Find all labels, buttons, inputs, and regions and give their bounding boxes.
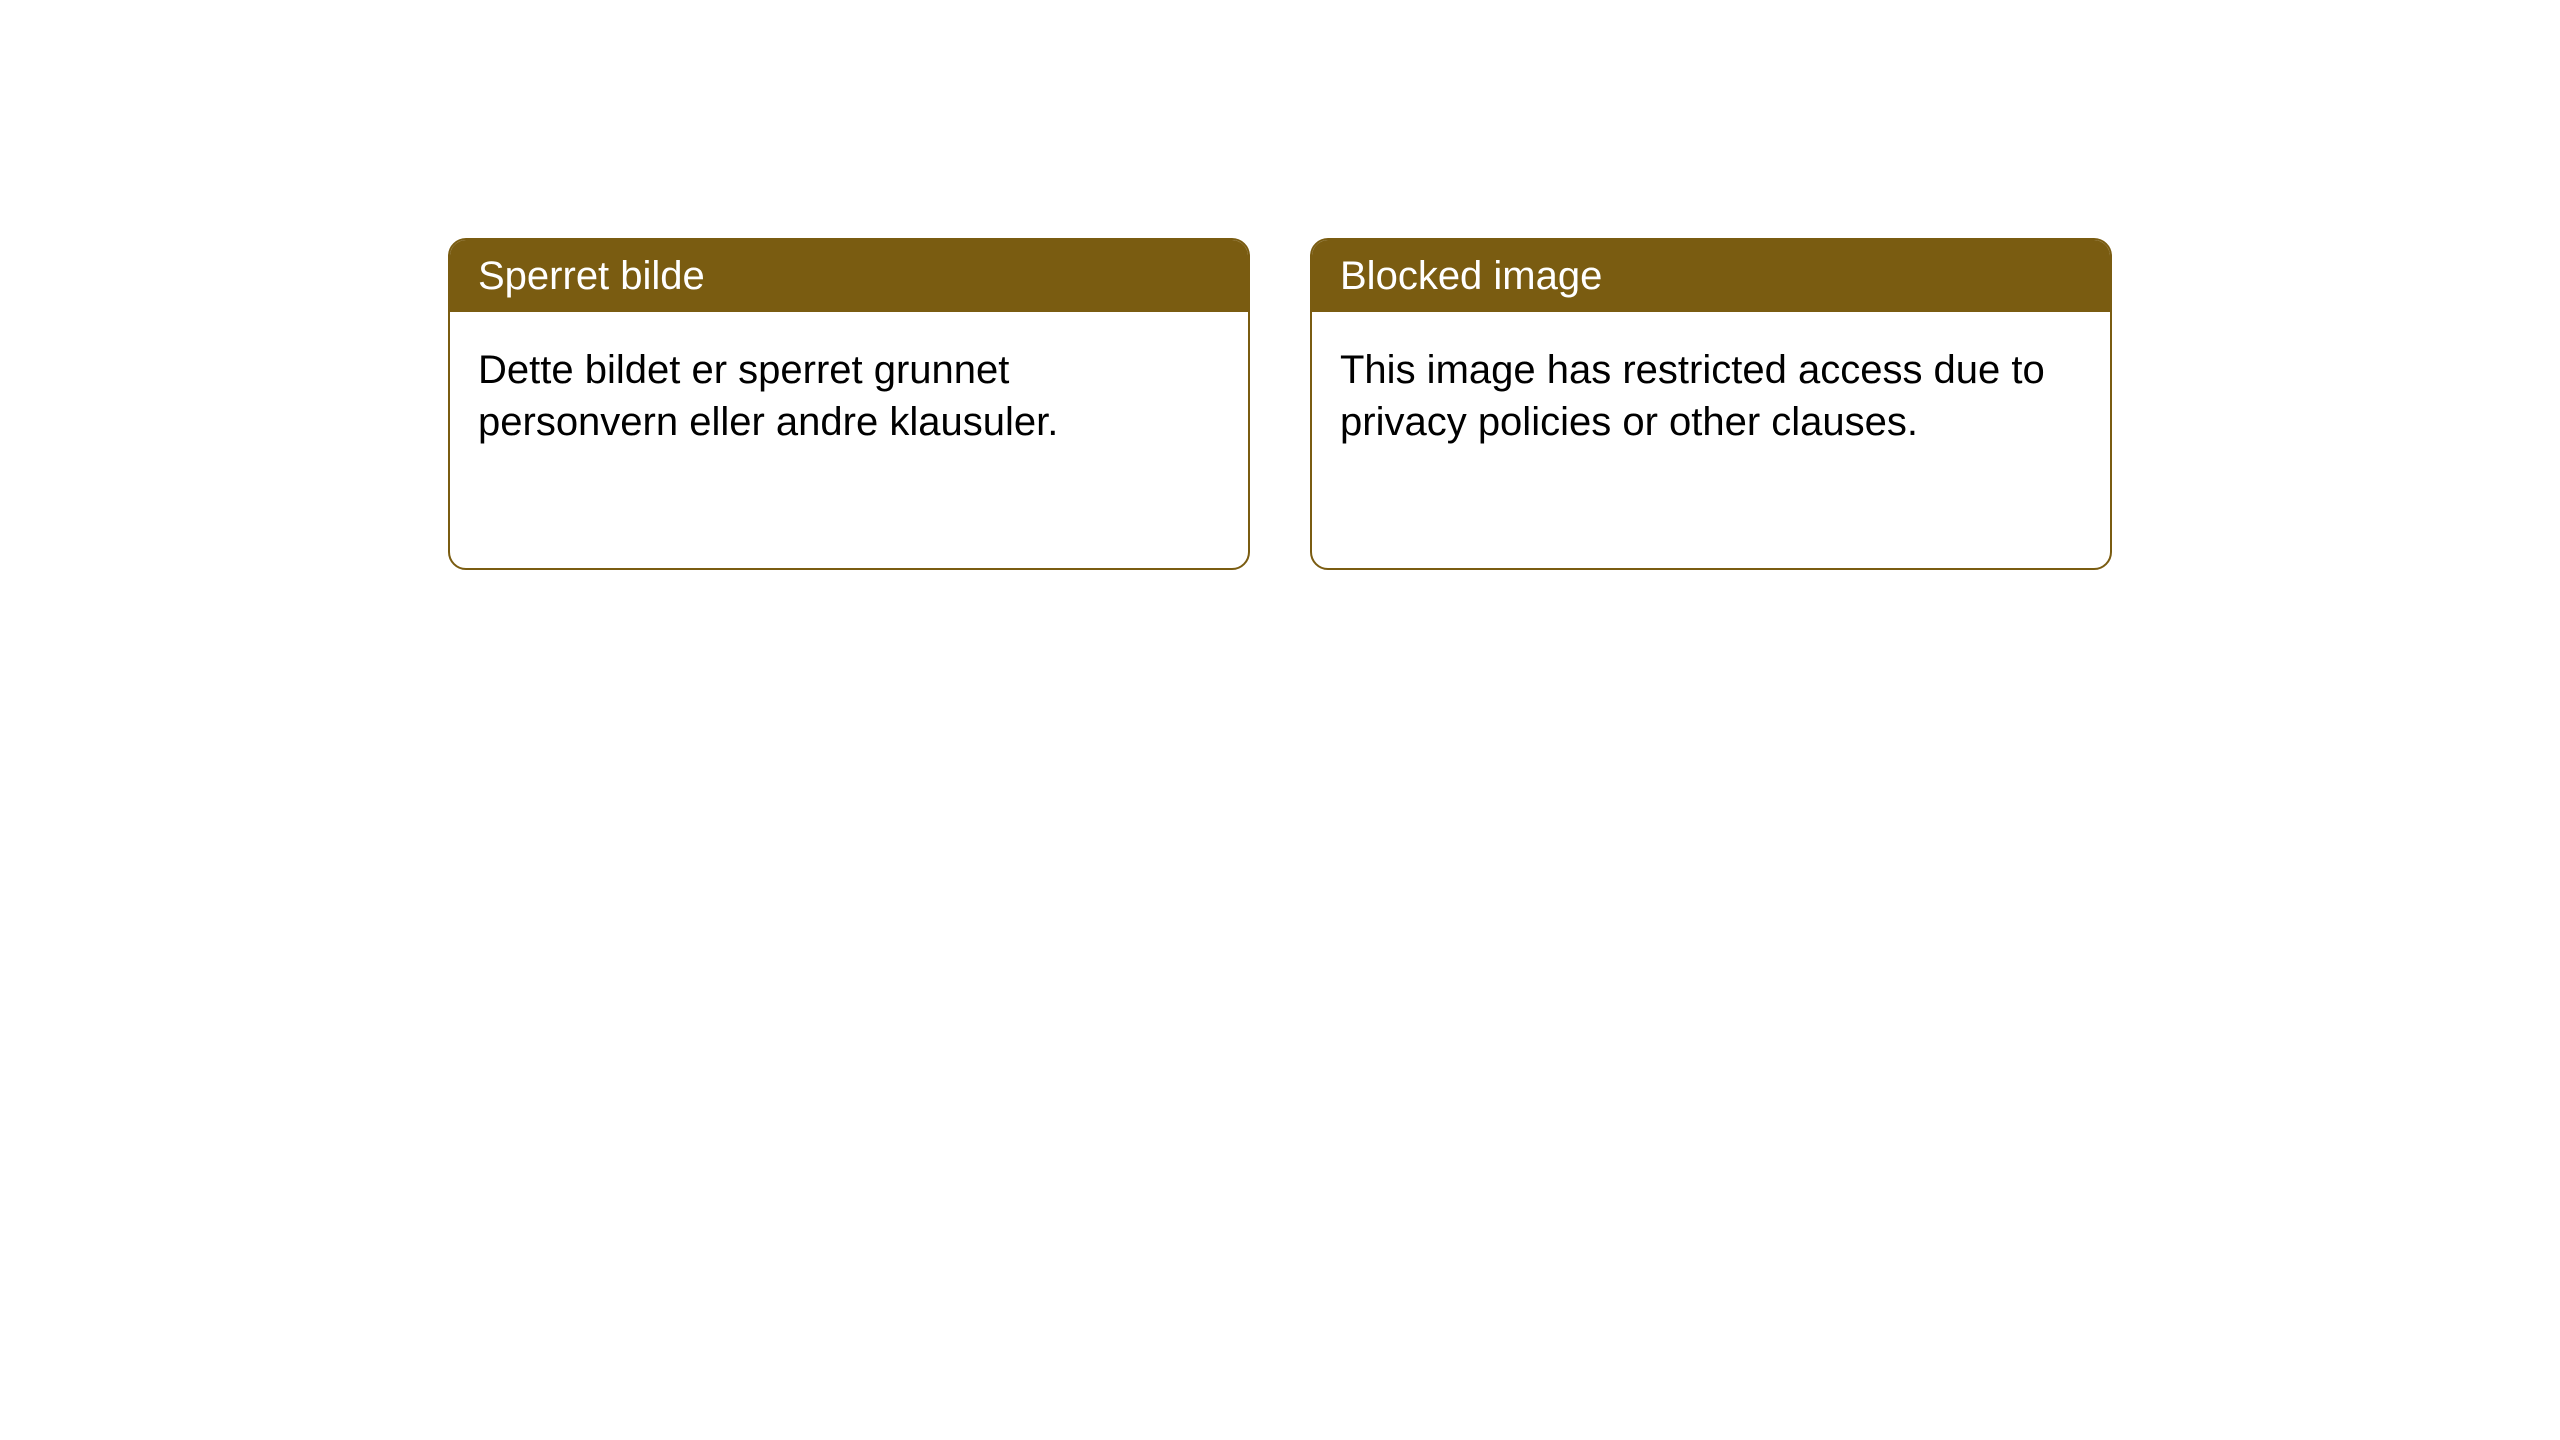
blocked-image-card-norwegian: Sperret bilde Dette bildet er sperret gr… <box>448 238 1250 570</box>
card-title: Blocked image <box>1340 254 1602 298</box>
card-body: Dette bildet er sperret grunnet personve… <box>450 312 1248 480</box>
blocked-image-cards: Sperret bilde Dette bildet er sperret gr… <box>448 238 2112 570</box>
card-body: This image has restricted access due to … <box>1312 312 2110 480</box>
card-title: Sperret bilde <box>478 254 705 298</box>
card-header: Blocked image <box>1312 240 2110 312</box>
card-header: Sperret bilde <box>450 240 1248 312</box>
card-message: This image has restricted access due to … <box>1340 348 2045 444</box>
blocked-image-card-english: Blocked image This image has restricted … <box>1310 238 2112 570</box>
card-message: Dette bildet er sperret grunnet personve… <box>478 348 1058 444</box>
